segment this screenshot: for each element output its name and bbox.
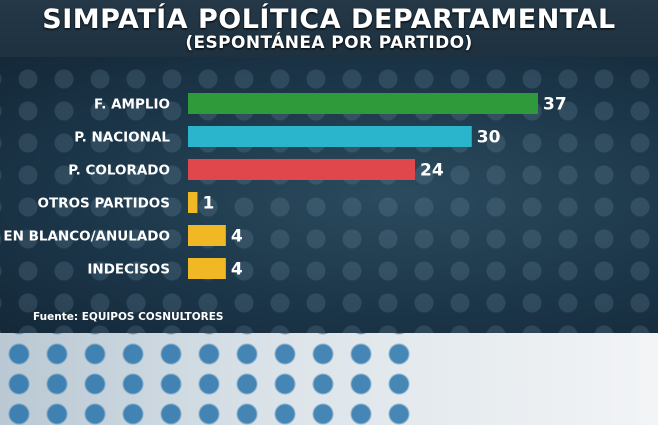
category-label-p-colorado: P. COLORADO [68,163,170,179]
category-label-p-nacional: P. NACIONAL [74,130,170,146]
source-note: Fuente: EQUIPOS COSNULTORES [33,311,224,323]
value-label-en-blanco-anulado: 4 [231,227,243,247]
bar-f-amplio [188,93,538,114]
chart-title: SIMPATÍA POLÍTICA DEPARTAMENTAL [42,4,616,35]
chart-header: SIMPATÍA POLÍTICA DEPARTAMENTAL (ESPONTÁ… [0,0,658,57]
value-label-p-colorado: 24 [420,161,444,181]
category-label-indecisos: INDECISOS [87,262,170,278]
value-label-indecisos: 4 [231,260,243,280]
value-label-f-amplio: 37 [543,95,567,115]
category-label-otros-partidos: OTROS PARTIDOS [37,196,170,212]
category-label-f-amplio: F. AMPLIO [94,97,170,113]
bar-p-colorado [188,159,416,180]
bar-en-blanco-anulado [188,225,226,246]
value-label-otros-partidos: 1 [202,194,214,214]
bar-p-nacional [188,126,472,147]
value-label-p-nacional: 30 [477,128,501,148]
decorative-band [0,333,658,425]
chart-subtitle: (ESPONTÁNEA POR PARTIDO) [185,33,473,53]
category-label-en-blanco-anulado: EN BLANCO/ANULADO [3,229,170,245]
bar-indecisos [188,258,226,279]
bar-otros-partidos [188,192,198,213]
